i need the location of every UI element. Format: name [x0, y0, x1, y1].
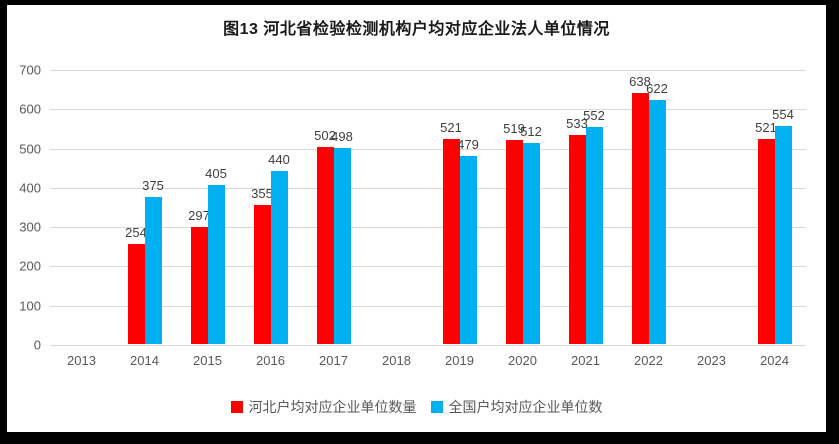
- bar-hebei-2016: [253, 205, 271, 344]
- bar-national-2021: [585, 127, 603, 344]
- bar-national-2020: [522, 143, 540, 344]
- data-label-hebei-2017: 502: [314, 128, 336, 143]
- bar-hebei-2014: [127, 244, 145, 344]
- gridline-100: [50, 305, 806, 307]
- chart-canvas: 图13 河北省检验检测机构户均对应企业法人单位情况 0 100 200 300 400 5…: [7, 5, 826, 432]
- y-tick-label-0: 0: [33, 337, 41, 353]
- bar-national-2017: [333, 148, 351, 344]
- x-tick-label-2019: 2019: [445, 353, 474, 368]
- gridline-500: [50, 148, 806, 150]
- x-tick-label-2015: 2015: [193, 353, 222, 368]
- y-tick-label-600: 600: [19, 101, 41, 117]
- legend-label-hebei: 河北户均对应企业单位数量: [248, 399, 417, 415]
- legend-swatch-national: [430, 401, 443, 413]
- bar-hebei-2017: [316, 147, 334, 344]
- y-tick-label-400: 400: [19, 180, 41, 196]
- bar-national-2016: [270, 171, 288, 344]
- x-tick-label-2020: 2020: [508, 353, 537, 368]
- bar-national-2019: [459, 156, 477, 344]
- bar-hebei-2019: [442, 139, 460, 344]
- gridline-300: [50, 227, 806, 229]
- data-label-hebei-2014: 254: [125, 225, 147, 240]
- data-label-hebei-2021: 533: [566, 116, 588, 131]
- data-label-hebei-2024: 521: [755, 120, 777, 135]
- bar-hebei-2022: [631, 93, 649, 344]
- x-tick-label-2018: 2018: [382, 353, 411, 368]
- data-label-national-2021: 552: [583, 108, 605, 123]
- data-label-national-2014: 375: [142, 178, 164, 193]
- x-tick-label-2024: 2024: [760, 353, 789, 368]
- plot-area: 0 100 200 300 400 500 600 700 2013 2014 254 375 2015…: [19, 63, 806, 368]
- bar-hebei-2015: [190, 227, 208, 344]
- chart-legend: 河北户均对应企业单位数量 全国户均对应企业单位数: [7, 397, 826, 417]
- data-label-national-2015: 405: [205, 166, 227, 181]
- x-tick-label-2022: 2022: [634, 353, 663, 368]
- data-label-hebei-2019: 521: [440, 120, 462, 135]
- legend-item-national: 全国户均对应企业单位数: [430, 397, 603, 417]
- data-label-national-2024: 554: [772, 107, 794, 122]
- bar-national-2024: [774, 126, 792, 344]
- y-tick-label-200: 200: [19, 258, 41, 274]
- legend-swatch-hebei: [230, 401, 243, 413]
- bar-hebei-2024: [757, 139, 775, 344]
- gridline-600: [50, 109, 806, 111]
- bar-hebei-2021: [568, 135, 586, 344]
- data-label-national-2016: 440: [268, 152, 290, 167]
- bar-national-2022: [648, 100, 666, 344]
- gridline-0: [50, 345, 806, 346]
- bar-hebei-2020: [505, 140, 523, 344]
- bar-national-2015: [207, 185, 225, 344]
- y-tick-label-100: 100: [19, 298, 41, 314]
- legend-item-hebei: 河北户均对应企业单位数量: [230, 397, 417, 417]
- y-tick-label-300: 300: [19, 219, 41, 235]
- data-label-national-2019: 479: [457, 137, 479, 152]
- gridline-700: [50, 70, 806, 71]
- data-label-national-2020: 512: [520, 124, 542, 139]
- legend-label-national: 全国户均对应企业单位数: [448, 399, 603, 415]
- data-label-hebei-2015: 297: [188, 208, 210, 223]
- data-label-hebei-2020: 519: [503, 121, 525, 136]
- gridline-400: [50, 187, 806, 189]
- gridline-200: [50, 266, 806, 268]
- y-tick-label-700: 700: [19, 62, 41, 78]
- y-tick-label-500: 500: [19, 141, 41, 157]
- x-tick-label-2013: 2013: [67, 353, 96, 368]
- x-tick-label-2016: 2016: [256, 353, 285, 368]
- data-label-national-2022: 622: [646, 81, 668, 96]
- x-tick-label-2021: 2021: [571, 353, 600, 368]
- bar-national-2014: [144, 197, 162, 344]
- data-label-national-2017: 498: [331, 129, 353, 144]
- chart-title: 图13 河北省检验检测机构户均对应企业法人单位情况: [223, 21, 610, 38]
- x-tick-label-2017: 2017: [319, 353, 348, 368]
- data-label-hebei-2022: 638: [629, 74, 651, 89]
- data-label-hebei-2016: 355: [251, 186, 273, 201]
- x-tick-label-2014: 2014: [130, 353, 159, 368]
- x-tick-label-2023: 2023: [697, 353, 726, 368]
